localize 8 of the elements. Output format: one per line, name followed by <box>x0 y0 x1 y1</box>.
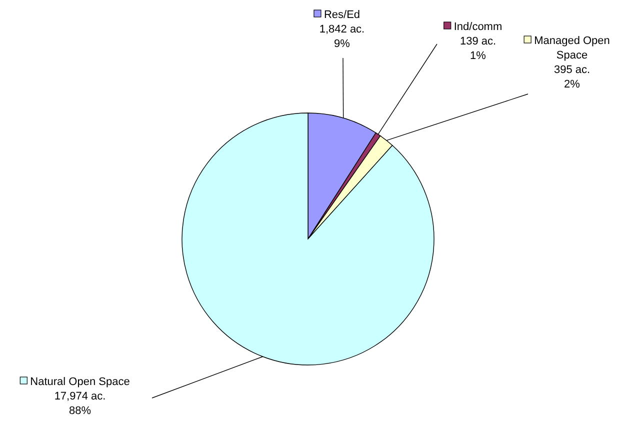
legend-label: Ind/comm <box>454 21 502 33</box>
legend-label: Managed Open Space <box>534 35 610 62</box>
data-label: 139 ac. 1% <box>460 36 496 62</box>
data-label: 17,974 ac. 88% <box>54 390 106 417</box>
legend-label: Natural Open Space <box>30 376 130 388</box>
legend-label: Res/Ed <box>324 9 360 21</box>
data-label: 1,842 ac. 9% <box>319 24 365 50</box>
data-label: 395 ac. 2% <box>554 64 590 90</box>
